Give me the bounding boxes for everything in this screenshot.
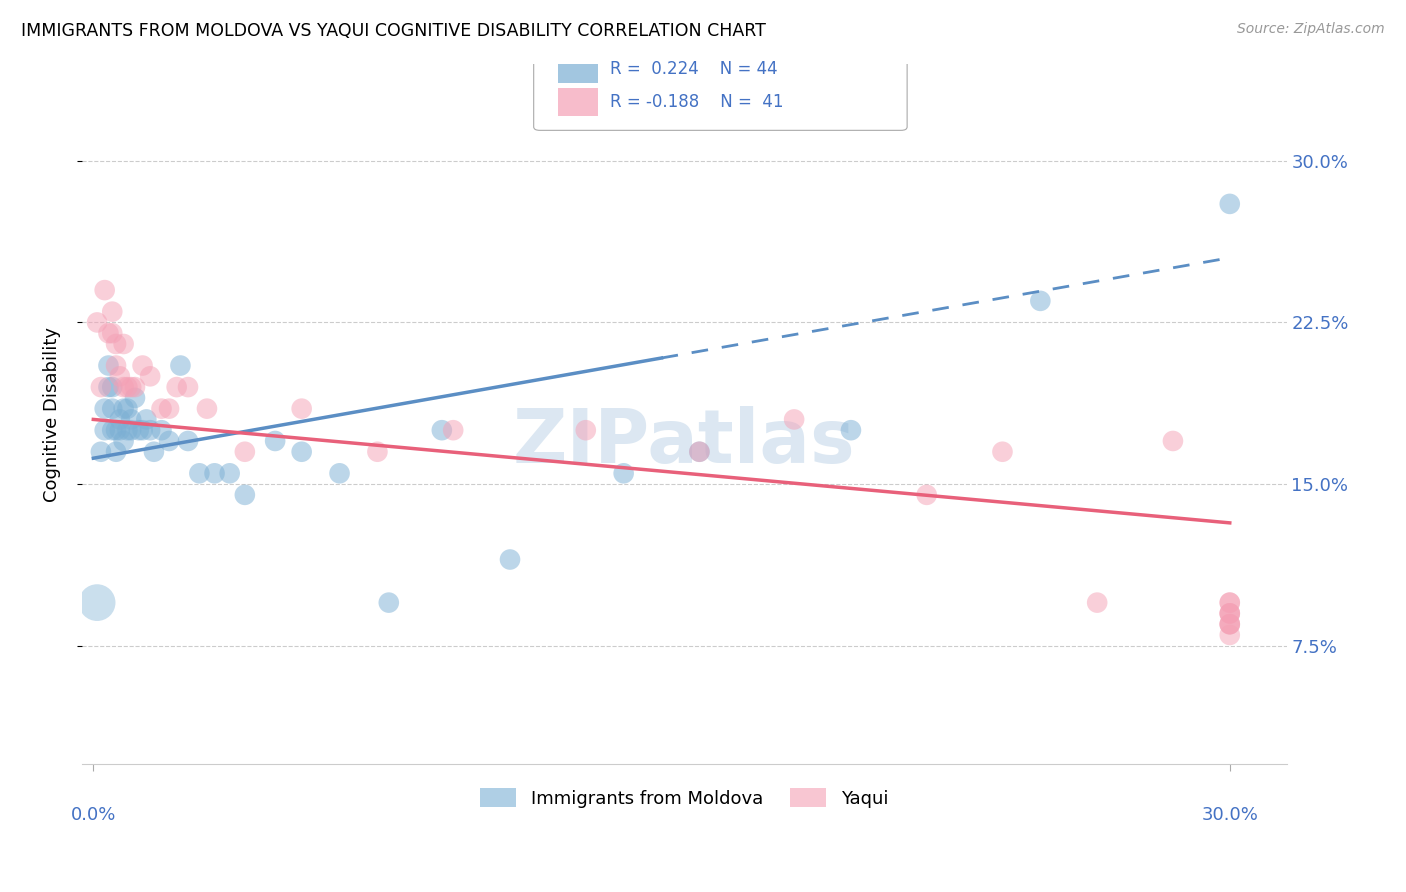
Point <box>688 444 710 458</box>
Point <box>142 444 165 458</box>
Y-axis label: Cognitive Disability: Cognitive Disability <box>44 326 60 501</box>
Point <box>188 467 211 481</box>
Point <box>124 380 146 394</box>
Point <box>112 434 135 448</box>
Point <box>915 488 938 502</box>
Point <box>177 380 200 394</box>
Point <box>105 359 128 373</box>
Point <box>166 380 188 394</box>
Point <box>101 401 124 416</box>
Point <box>120 423 142 437</box>
Point <box>120 412 142 426</box>
Point <box>1219 607 1241 621</box>
Point <box>157 434 180 448</box>
Point <box>139 369 162 384</box>
Text: 30.0%: 30.0% <box>1201 806 1258 824</box>
Point <box>128 423 150 437</box>
Point <box>233 488 256 502</box>
Point <box>1219 617 1241 632</box>
Point <box>204 467 226 481</box>
Point <box>101 380 124 394</box>
Point <box>1219 596 1241 610</box>
Point <box>991 444 1014 458</box>
Point <box>291 444 314 458</box>
Point <box>108 423 131 437</box>
FancyBboxPatch shape <box>534 43 907 130</box>
Point <box>117 423 139 437</box>
Point <box>90 444 112 458</box>
Point <box>97 326 120 341</box>
Point <box>613 467 636 481</box>
Point <box>233 444 256 458</box>
Text: ZIPatlas: ZIPatlas <box>513 406 856 478</box>
Point <box>499 552 522 566</box>
Point <box>1085 596 1108 610</box>
Point <box>105 337 128 351</box>
Point <box>112 380 135 394</box>
Point <box>430 423 453 437</box>
Point <box>328 467 350 481</box>
Point <box>90 380 112 394</box>
Point <box>1219 607 1241 621</box>
Point <box>150 423 173 437</box>
Point <box>108 412 131 426</box>
Text: R = -0.188    N =  41: R = -0.188 N = 41 <box>610 94 783 112</box>
Text: R =  0.224    N = 44: R = 0.224 N = 44 <box>610 60 778 78</box>
Text: 0.0%: 0.0% <box>70 806 117 824</box>
Point <box>105 444 128 458</box>
Point <box>150 401 173 416</box>
Point <box>97 359 120 373</box>
Point <box>112 401 135 416</box>
Bar <box>558 54 598 83</box>
Point <box>575 423 598 437</box>
Point <box>86 596 108 610</box>
Point <box>1219 596 1241 610</box>
Point <box>1219 617 1241 632</box>
Point <box>378 596 401 610</box>
Point <box>1219 617 1241 632</box>
Legend: Immigrants from Moldova, Yaqui: Immigrants from Moldova, Yaqui <box>472 781 896 814</box>
Point <box>101 304 124 318</box>
Point <box>93 283 115 297</box>
Point <box>131 423 153 437</box>
Point <box>93 423 115 437</box>
Point <box>839 423 862 437</box>
Point <box>157 401 180 416</box>
Point <box>112 337 135 351</box>
Point <box>169 359 191 373</box>
Point <box>1219 607 1241 621</box>
Point <box>97 380 120 394</box>
Point <box>101 326 124 341</box>
Point <box>177 434 200 448</box>
Point <box>117 401 139 416</box>
Point <box>264 434 287 448</box>
Point <box>131 359 153 373</box>
Point <box>101 423 124 437</box>
Point <box>195 401 218 416</box>
Point <box>441 423 464 437</box>
Point <box>105 423 128 437</box>
Point <box>366 444 388 458</box>
Point <box>124 391 146 405</box>
Text: IMMIGRANTS FROM MOLDOVA VS YAQUI COGNITIVE DISABILITY CORRELATION CHART: IMMIGRANTS FROM MOLDOVA VS YAQUI COGNITI… <box>21 22 766 40</box>
Point <box>108 369 131 384</box>
Text: Source: ZipAtlas.com: Source: ZipAtlas.com <box>1237 22 1385 37</box>
Point <box>135 412 157 426</box>
Point <box>1161 434 1184 448</box>
Point <box>1029 293 1052 308</box>
Point <box>291 401 314 416</box>
Bar <box>558 88 598 116</box>
Point <box>1219 628 1241 642</box>
Point <box>218 467 240 481</box>
Point <box>93 401 115 416</box>
Point <box>86 315 108 329</box>
Point <box>1219 197 1241 211</box>
Point <box>120 380 142 394</box>
Point <box>117 380 139 394</box>
Point <box>783 412 806 426</box>
Point <box>688 444 710 458</box>
Point <box>139 423 162 437</box>
